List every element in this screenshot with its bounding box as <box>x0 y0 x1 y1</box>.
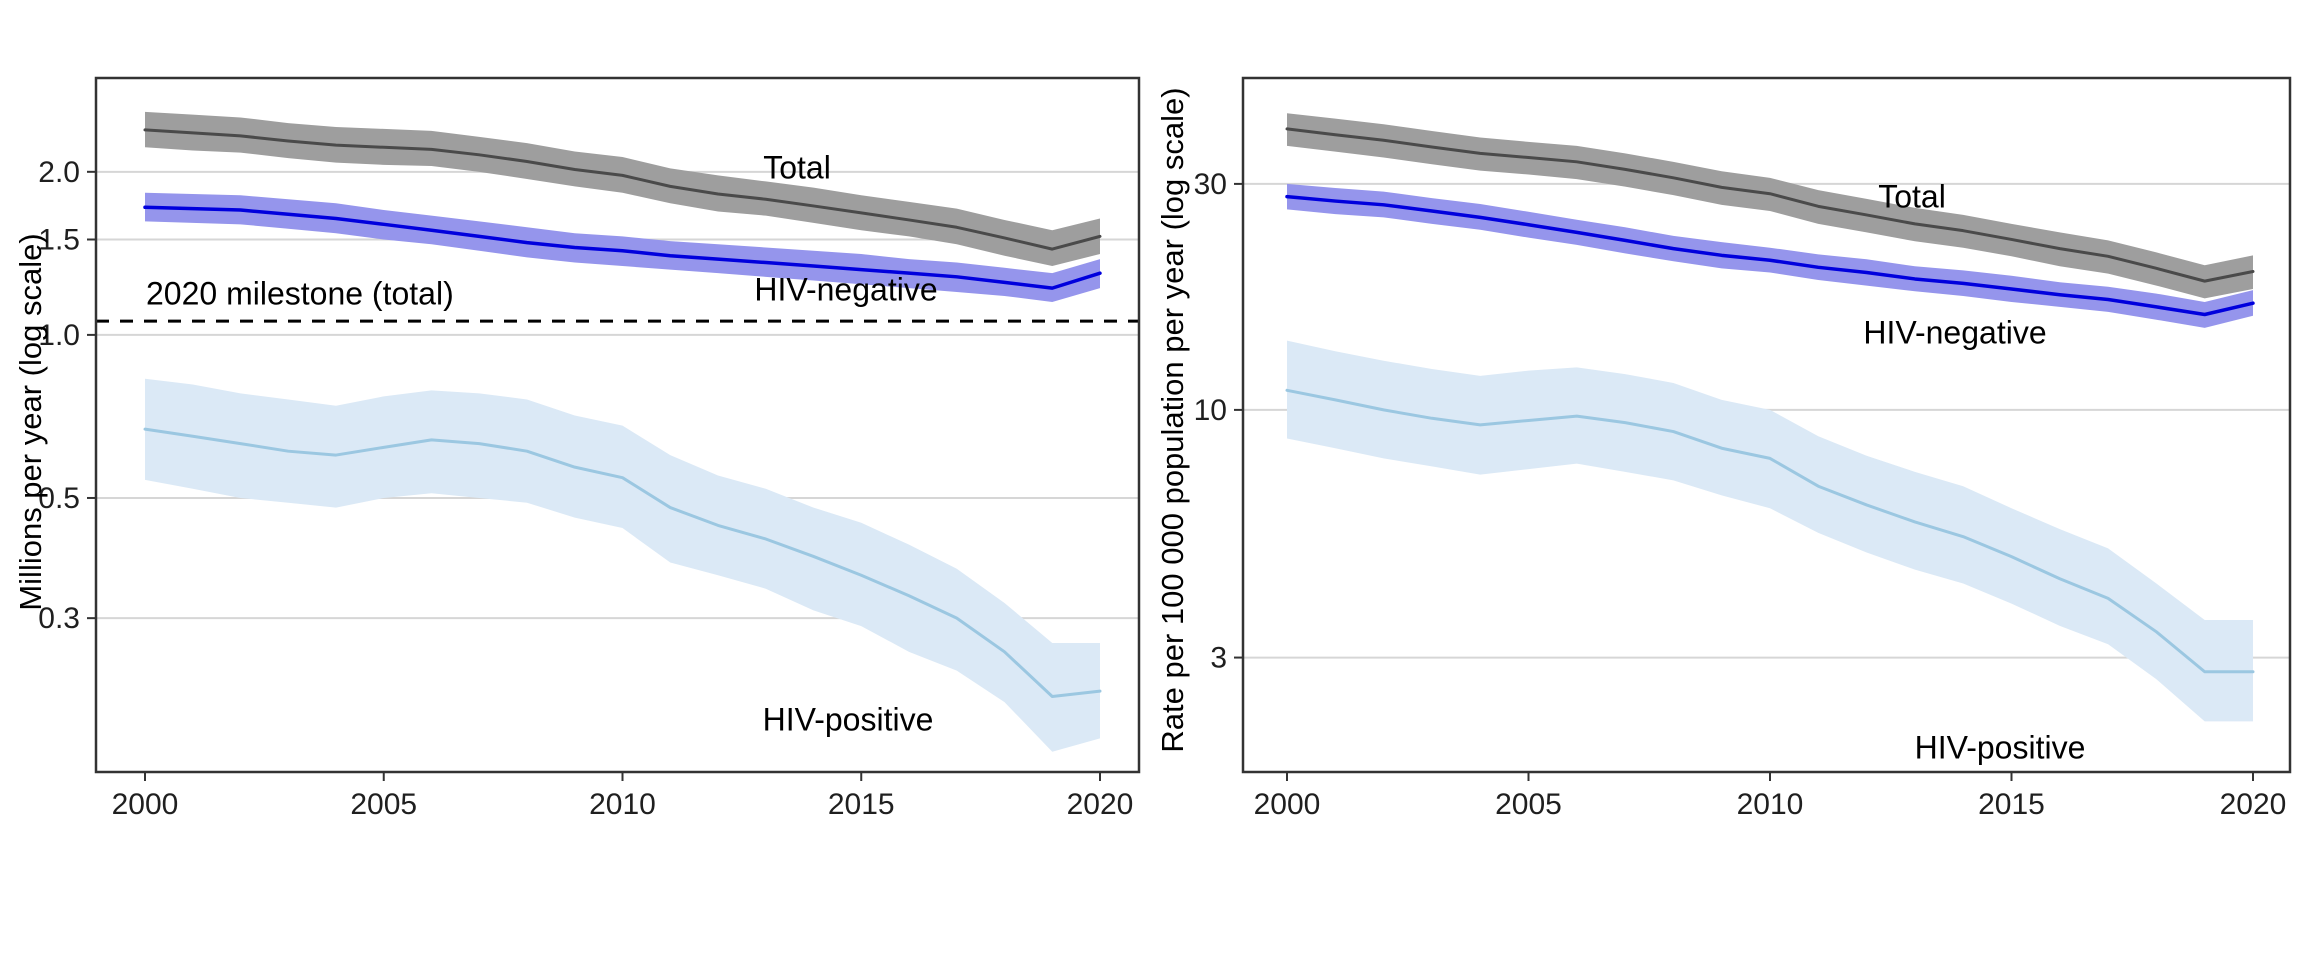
x-tick-label-2005: 2005 <box>350 788 417 821</box>
tb-deaths-panel: 2000 2005 2010 2015 2020 2.0 1.5 1.0 0.5 0.3 <box>38 76 1141 821</box>
x-tick-label-2020: 2020 <box>1067 788 1134 821</box>
panel-border <box>94 76 1141 774</box>
y-tick-label-10: 10 <box>1194 394 1227 427</box>
tb-mortality-rate-panel: 2000 2005 2010 2015 2020 30 10 3 <box>1194 76 2292 821</box>
total-line <box>1285 127 2255 283</box>
x-tick-label-2020: 2020 <box>2220 788 2287 821</box>
hiv-negative-confidence-band <box>1287 183 2253 328</box>
y-tick-label-2.0: 2.0 <box>38 156 80 189</box>
hiv-negative-line <box>143 205 1102 290</box>
y-tick-label-0.3: 0.3 <box>38 602 80 635</box>
right-series-label-total: Total <box>1878 178 1946 215</box>
y-tick-label-1.0: 1.0 <box>38 319 80 352</box>
right-series-label-hiv-negative: HIV-negative <box>1863 314 2047 351</box>
total-confidence-band <box>1287 113 2253 299</box>
y-tick-label-1.5: 1.5 <box>38 224 80 257</box>
left-y-axis-title: Millions per year (log scale) <box>13 233 48 611</box>
x-tick-label-2005: 2005 <box>1495 788 1562 821</box>
x-tick-label-2000: 2000 <box>112 788 179 821</box>
hiv-negative-line <box>1285 194 2255 317</box>
y-tick-label-30: 30 <box>1194 168 1227 201</box>
hiv-positive-confidence-band <box>145 378 1100 752</box>
milestone-label: 2020 milestone (total) <box>146 275 454 312</box>
y-tick-label-0.5: 0.5 <box>38 482 80 515</box>
left-series-label-hiv-positive: HIV-positive <box>762 701 934 738</box>
right-series-label-hiv-positive: HIV-positive <box>1914 729 2086 766</box>
x-tick-label-2015: 2015 <box>828 788 895 821</box>
x-tick-label-2000: 2000 <box>1254 788 1321 821</box>
left-series-label-total: Total <box>763 149 831 186</box>
x-tick-label-2010: 2010 <box>1737 788 1804 821</box>
total-line <box>143 128 1102 251</box>
hiv-positive-confidence-band <box>1287 340 2253 722</box>
left-series-label-hiv-negative: HIV-negative <box>754 271 938 308</box>
hiv-positive-line <box>143 427 1102 699</box>
hiv-positive-line <box>1285 388 2255 674</box>
total-confidence-band <box>145 111 1100 267</box>
y-tick-label-3: 3 <box>1210 642 1227 675</box>
hiv-negative-confidence-band <box>145 192 1100 303</box>
x-tick-label-2015: 2015 <box>1978 788 2045 821</box>
panel-border <box>1241 76 2292 774</box>
right-y-axis-title: Rate per 100 000 population per year (lo… <box>1155 87 1190 753</box>
x-tick-label-2010: 2010 <box>589 788 656 821</box>
